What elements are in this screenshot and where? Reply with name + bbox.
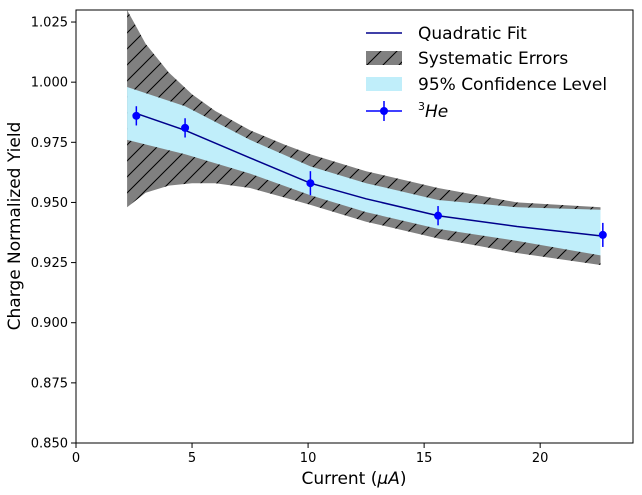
data-point (181, 123, 190, 132)
y-tick-label: 0.950 (31, 196, 68, 211)
data-point (132, 111, 141, 120)
legend-ci-label: 95% Confidence Level (418, 75, 607, 95)
y-tick-label: 1.025 (31, 16, 68, 31)
legend-data-swatch-marker (380, 107, 388, 115)
y-tick-label: 0.850 (31, 437, 68, 452)
y-axis-label: Charge Normalized Yield (5, 122, 25, 331)
x-tick-label: 5 (188, 451, 196, 466)
y-tick-label: 0.875 (31, 376, 68, 391)
y-tick-label: 0.925 (31, 256, 68, 271)
data-point (598, 230, 607, 239)
x-tick-label: 0 (72, 451, 80, 466)
legend-ci-swatch (366, 77, 402, 91)
quadratic-fit-line (136, 112, 603, 237)
legend-fit-label: Quadratic Fit (418, 24, 527, 44)
x-tick-label: 10 (300, 451, 317, 466)
y-tick-label: 0.975 (31, 136, 68, 151)
legend-sys-swatch (366, 51, 402, 65)
x-tick-label: 15 (416, 451, 433, 466)
y-tick-label: 0.900 (31, 316, 68, 331)
legend-data-label: 3He (418, 100, 448, 122)
x-tick-label: 20 (532, 451, 549, 466)
confidence-band (127, 87, 601, 256)
y-tick-label: 1.000 (31, 76, 68, 91)
legend: Quadratic Fit Systematic Errors 95% Conf… (366, 24, 607, 122)
x-axis-label: Current (μA) (302, 469, 407, 489)
plot-frame (75, 9, 634, 444)
data-point (434, 211, 443, 220)
data-point (306, 179, 315, 188)
systematic-errors-band (127, 10, 601, 265)
legend-sys-label: Systematic Errors (418, 49, 568, 69)
